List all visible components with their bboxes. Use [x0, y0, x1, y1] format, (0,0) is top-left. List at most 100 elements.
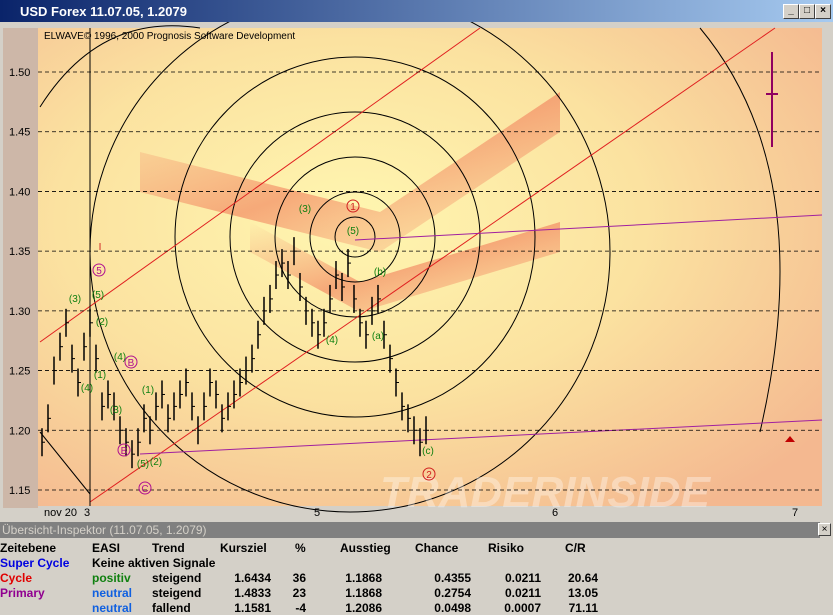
heat-band: [140, 92, 560, 252]
y-tick-label: 1.20: [9, 425, 30, 437]
x-tick-label: 6: [552, 507, 558, 519]
y-tick-label: 1.25: [9, 366, 30, 378]
y-tick-label: 1.40: [9, 186, 30, 198]
wave-circle: [92, 263, 106, 277]
wave-label: I: [99, 242, 102, 253]
wave-label: (2): [96, 317, 108, 328]
table-cell: steigend: [152, 586, 202, 600]
marks: 1.15 1.20 1.25 1.30 1.35 1.40 1.45 1.50 nov 20 3 5…: [9, 67, 822, 519]
window-title: USD Forex 11.07.05, 1.2079: [20, 4, 187, 19]
y-tick-label: 1.30: [9, 306, 30, 318]
minimize[interactable]: _: [783, 4, 799, 19]
table-cell: 1.6434: [234, 571, 271, 585]
table-cell: Super Cycle: [0, 556, 70, 570]
table-cell: Keine aktiven Signale: [92, 556, 216, 570]
table-cell: C/R: [565, 541, 586, 555]
table-cell: 36: [292, 571, 306, 585]
wave-label: B: [128, 358, 135, 369]
heat-band: [250, 222, 560, 312]
table-cell: Zeitebene: [0, 541, 57, 555]
table-cell: Kursziel: [220, 541, 267, 555]
wave-label: (3): [69, 294, 81, 305]
table-cell: neutral: [92, 601, 133, 615]
table-cell: Primary: [0, 586, 45, 600]
table-cell: 0.0211: [504, 571, 541, 585]
wave-label: (3): [110, 405, 122, 416]
table-cell: 20.64: [567, 571, 598, 585]
table-cell: -4: [295, 601, 306, 615]
table-cell: 13.05: [567, 586, 598, 600]
trend-line: [139, 419, 823, 455]
wave-label: (5): [137, 459, 149, 470]
table-cell: Chance: [415, 541, 459, 555]
table-cell: EASI: [92, 541, 121, 555]
watermark: TRADERINSIDE: [380, 468, 712, 517]
wave-label: 1: [350, 202, 356, 213]
table-cell: fallend: [152, 601, 191, 615]
trend-line: [39, 27, 481, 343]
inspector-title: Übersicht-Inspektor (11.07.05, 1.2079): [2, 523, 207, 537]
wave-label: (c): [422, 446, 434, 457]
y-tick-label: 1.50: [9, 67, 30, 79]
wave-label: (5): [347, 226, 359, 237]
arrow-marker: [785, 436, 795, 442]
wave-label: (3): [299, 204, 311, 215]
wave-label: (4): [326, 335, 338, 346]
wave-label: 5: [96, 266, 102, 277]
table-cell: 0.0007: [504, 601, 541, 615]
wave-label: (b): [374, 267, 386, 278]
table-cell: Cycle: [0, 571, 33, 585]
table-cell: 0.2754: [434, 586, 471, 600]
wave-label: B: [121, 446, 128, 457]
wave-label: (1): [94, 370, 106, 381]
wave-label: C: [141, 484, 148, 495]
inspector-title-bar: Übersicht-Inspektor (11.07.05, 1.2079) ×: [0, 522, 831, 538]
table-cell: Trend: [152, 541, 185, 555]
x-tick-label: 3: [84, 507, 90, 519]
wave-circle: [124, 355, 138, 369]
table-cell: 0.0498: [434, 601, 471, 615]
table-cell: 1.1868: [345, 586, 382, 600]
chart: ELWAVE© 1996, 2000 Prognosis Software De…: [0, 22, 833, 522]
wave-label: (a): [372, 331, 384, 342]
table-cell: 71.11: [568, 601, 598, 615]
wave-circle: [422, 467, 436, 481]
table-cell: 0.4355: [434, 571, 471, 585]
inspector: Übersicht-Inspektor (11.07.05, 1.2079) ×…: [0, 522, 833, 615]
wave-label: (4): [114, 352, 126, 363]
trend-line: [354, 214, 823, 241]
wave-label: 2: [426, 470, 432, 481]
wave-circle: [117, 443, 131, 457]
title-bar: USD Forex 11.07.05, 1.2079 _ □ ×: [0, 0, 833, 22]
table-cell: Risiko: [488, 541, 525, 555]
y-tick-label: 1.15: [9, 485, 30, 497]
table-cell: 1.1868: [345, 571, 382, 585]
credit: ELWAVE© 1996, 2000 Prognosis Software De…: [44, 31, 295, 42]
table-cell: steigend: [152, 571, 202, 585]
y-tick-label: 1.45: [9, 127, 30, 139]
close[interactable]: ×: [818, 523, 831, 536]
x-tick-label: 5: [314, 507, 320, 519]
wave-label: (2): [150, 457, 162, 468]
trend-line: [89, 27, 776, 503]
x-tick-label: 7: [792, 507, 798, 519]
wave-label: (1): [142, 385, 154, 396]
x-tick-label: nov 20: [44, 507, 77, 519]
table-cell: 0.0211: [504, 586, 541, 600]
wave-circle: [138, 481, 152, 495]
table-cell: 1.4833: [234, 586, 271, 600]
wave-label: (4): [81, 383, 93, 394]
table-cell: Ausstieg: [340, 541, 391, 555]
y-axis-panel: [3, 28, 38, 508]
table-cell: 1.2086: [345, 601, 382, 615]
table-cell: 1.1581: [234, 601, 271, 615]
table-cell: %: [295, 541, 306, 555]
table-cell: 23: [292, 586, 306, 600]
wave-circle: [346, 199, 360, 213]
table-cell: positiv: [92, 571, 131, 585]
close[interactable]: ×: [815, 4, 831, 19]
maximize[interactable]: □: [799, 4, 815, 19]
table-cell: neutral: [92, 586, 133, 600]
y-tick-label: 1.35: [9, 246, 30, 258]
